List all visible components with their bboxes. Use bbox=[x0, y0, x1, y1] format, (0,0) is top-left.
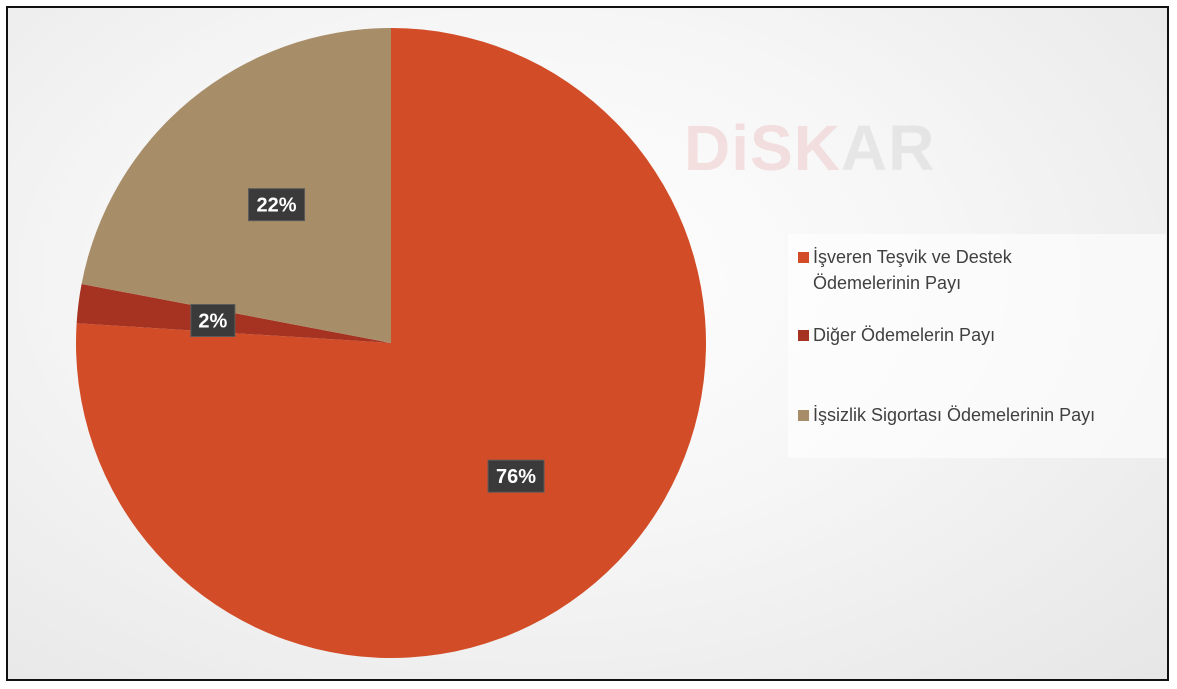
data-label-issizlik: 22% bbox=[248, 188, 306, 222]
data-label-text-isveren: 76% bbox=[496, 466, 536, 488]
legend-label-issizlik: İşsizlik Sigortası Ödemelerinin Payı bbox=[813, 405, 1096, 425]
legend-item-diger: Diğer Ödemelerin Payı bbox=[798, 322, 995, 348]
chart-legend: İşveren Teşvik ve Destek Ödemelerinin Pa… bbox=[788, 234, 1166, 458]
chart-frame: 76% 2% 22% DiSKAR İşveren Teşvik ve Destek… bbox=[6, 6, 1169, 681]
legend-item-issizlik: İşsizlik Sigortası Ödemelerinin Payı bbox=[798, 402, 1095, 428]
legend-swatch-issizlik bbox=[798, 410, 809, 421]
watermark-part-1: DiSK bbox=[684, 112, 841, 184]
data-label-box-issizlik bbox=[248, 188, 306, 222]
diskar-watermark-logo: DiSKAR bbox=[684, 116, 935, 180]
data-label-text-diger: 2% bbox=[198, 310, 227, 332]
legend-swatch-isveren bbox=[798, 252, 809, 263]
legend-item-isveren: İşveren Teşvik ve Destek Ödemelerinin Pa… bbox=[798, 244, 1098, 296]
legend-swatch-diger bbox=[798, 330, 809, 341]
data-label-box-diger bbox=[190, 303, 236, 337]
pie-chart: 76% 2% 22% bbox=[75, 28, 706, 658]
pie-slice-isveren bbox=[75, 28, 706, 658]
data-label-isveren: 76% bbox=[487, 459, 545, 493]
data-label-text-issizlik: 22% bbox=[257, 195, 297, 217]
legend-label-isveren: İşveren Teşvik ve Destek Ödemelerinin Pa… bbox=[813, 247, 1012, 293]
data-label-diger: 2% bbox=[190, 303, 236, 337]
data-label-box-isveren bbox=[487, 459, 545, 493]
watermark-part-2: AR bbox=[840, 112, 936, 184]
legend-label-diger: Diğer Ödemelerin Payı bbox=[813, 325, 996, 345]
pie-slice-issizlik bbox=[81, 28, 391, 343]
